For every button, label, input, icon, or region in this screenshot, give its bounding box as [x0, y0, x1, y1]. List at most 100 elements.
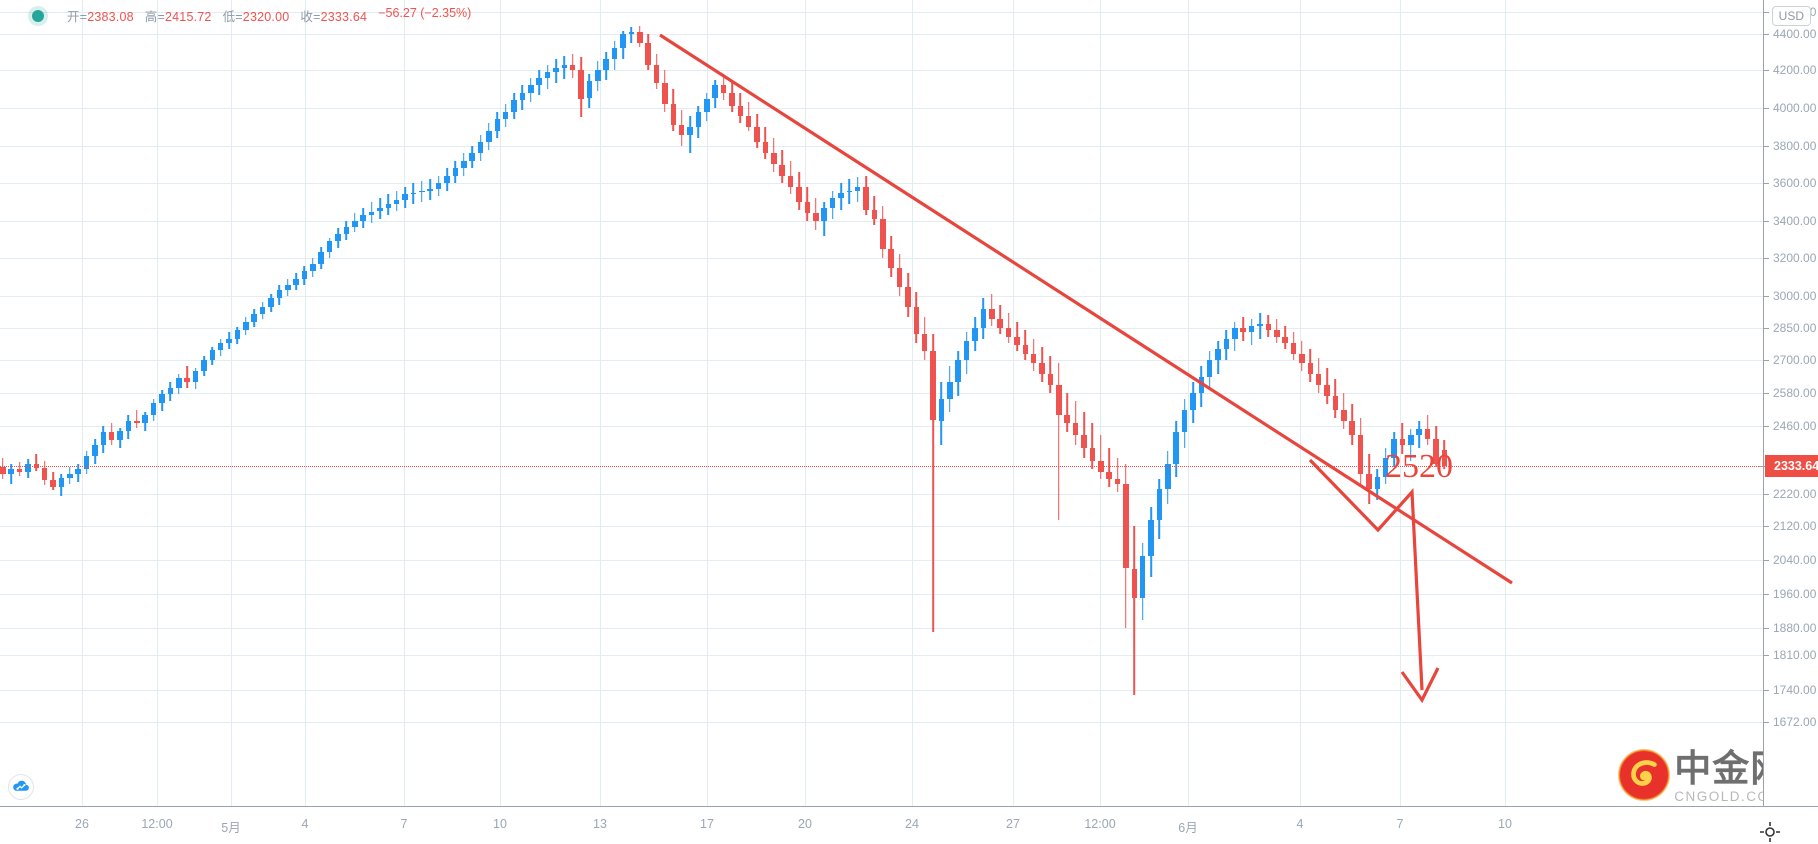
candle-body	[268, 298, 274, 307]
candlestick	[1097, 0, 1104, 806]
candle-body	[1324, 384, 1330, 396]
candle-body	[636, 31, 643, 43]
candlestick	[745, 0, 752, 806]
candle-body	[1399, 438, 1406, 445]
candle-body	[804, 202, 811, 214]
grid-line-horizontal	[0, 628, 1763, 629]
candle-body	[1299, 353, 1305, 363]
candlestick	[1114, 0, 1121, 806]
candle-body	[1273, 330, 1280, 337]
currency-badge[interactable]: USD	[1771, 6, 1811, 26]
candlestick	[352, 0, 358, 806]
candle-body	[1114, 479, 1121, 485]
candle-body	[1181, 409, 1188, 433]
candle-body	[1265, 323, 1272, 331]
candle-body	[1106, 471, 1112, 480]
chart-type-icon[interactable]	[8, 774, 34, 800]
candlestick	[980, 0, 987, 806]
candlestick	[963, 0, 970, 806]
candlestick	[896, 0, 903, 806]
candlestick	[402, 0, 408, 806]
candle-body	[335, 233, 341, 242]
candle-body	[368, 211, 375, 216]
candle-body	[586, 81, 593, 99]
candlestick	[670, 0, 677, 806]
candlestick	[729, 0, 735, 806]
price-axis-tick: 1672.00	[1764, 716, 1818, 728]
time-axis-tick: 10	[493, 817, 507, 831]
candle-body	[41, 468, 48, 481]
candlestick	[1366, 0, 1372, 806]
candlestick	[1022, 0, 1029, 806]
candlestick	[284, 0, 291, 806]
candle-body	[1357, 435, 1364, 475]
candlestick	[754, 0, 760, 806]
candlestick	[209, 0, 216, 806]
chart-plot-area[interactable]: 2520	[0, 0, 1763, 806]
candle-wick	[35, 454, 38, 471]
price-axis[interactable]: 4600.004400.004200.004000.003800.003600.…	[1759, 0, 1818, 806]
candlestick	[1173, 0, 1179, 806]
grid-line-vertical	[305, 0, 306, 806]
candlestick	[368, 0, 375, 806]
candle-wick	[1099, 435, 1102, 480]
candlestick	[913, 0, 920, 806]
candlestick	[645, 0, 651, 806]
time-axis-tick: 24	[905, 817, 919, 831]
candlestick	[176, 0, 182, 806]
candle-body	[167, 387, 174, 395]
grid-line-vertical	[404, 0, 405, 806]
candlestick	[771, 0, 777, 806]
candlestick	[578, 0, 584, 806]
candlestick	[636, 0, 643, 806]
candlestick	[477, 0, 484, 806]
candlestick	[1123, 0, 1129, 806]
candle-body	[1056, 384, 1062, 415]
candlestick	[544, 0, 551, 806]
candlestick	[947, 0, 953, 806]
candle-body	[1072, 423, 1079, 436]
candlestick	[1391, 0, 1397, 806]
candle-body	[1416, 429, 1422, 436]
candle-body	[318, 252, 325, 264]
candlestick	[1332, 0, 1339, 806]
candlestick	[603, 0, 609, 806]
time-axis-tick: 17	[700, 817, 714, 831]
candle-body	[0, 466, 6, 475]
candle-body	[511, 100, 517, 112]
candle-body	[1349, 420, 1355, 436]
candle-body	[1332, 395, 1339, 410]
time-axis[interactable]: 26 12:00 5月 4 7 10 13 17 20 24 27 12:00 6月 4 7 10	[0, 806, 1818, 844]
candlestick	[1307, 0, 1314, 806]
candle-body	[134, 420, 140, 424]
candle-body	[980, 308, 987, 328]
candle-body	[217, 342, 224, 351]
target-price-annotation: 2520	[1385, 448, 1453, 485]
candle-body	[720, 85, 727, 93]
candle-body	[813, 213, 819, 221]
candle-body	[930, 351, 936, 421]
candle-body	[1022, 345, 1029, 354]
candle-body	[838, 192, 844, 199]
candlestick	[469, 0, 475, 806]
candle-body	[150, 402, 157, 415]
candlestick	[1408, 0, 1414, 806]
time-axis-tick: 13	[593, 817, 607, 831]
candlestick	[460, 0, 467, 806]
candle-body	[83, 456, 90, 470]
candle-body	[377, 207, 383, 212]
price-axis-tick: 2040.00	[1764, 554, 1818, 566]
candle-body	[1366, 474, 1372, 490]
price-axis-tick: 2580.00	[1764, 387, 1818, 399]
candlestick	[1248, 0, 1255, 806]
candlestick	[8, 0, 14, 806]
candlestick	[628, 0, 635, 806]
candle-body	[142, 415, 149, 424]
candlestick	[863, 0, 869, 806]
candlestick	[444, 0, 450, 806]
candle-body	[905, 286, 911, 307]
candle-body	[8, 469, 14, 475]
candle-body	[821, 207, 827, 221]
candle-body	[452, 168, 459, 176]
candlestick	[67, 0, 73, 806]
